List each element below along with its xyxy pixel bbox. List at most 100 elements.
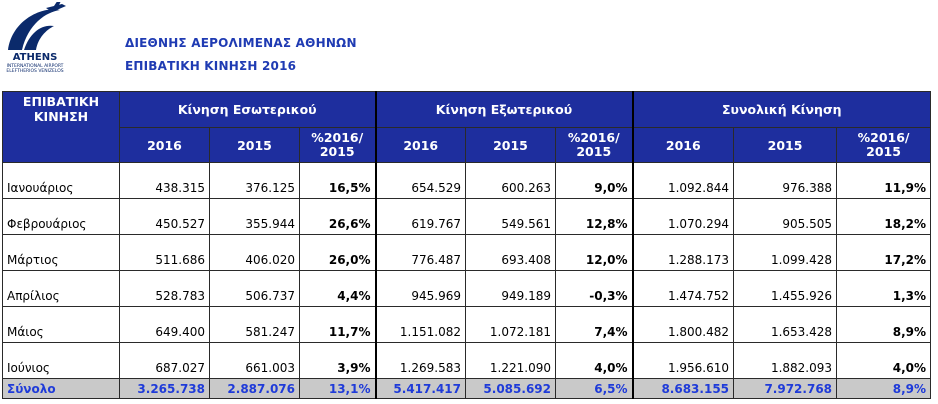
pct-cell: 3,9%	[299, 342, 376, 379]
value-cell: 376.125	[209, 162, 300, 199]
value-cell: 355.944	[209, 198, 300, 235]
value-cell: 1.882.093	[733, 342, 838, 379]
month-cell: Ιούνιος	[2, 342, 120, 379]
pct-line1: %2016/	[567, 130, 620, 145]
value-cell: 1.070.294	[631, 198, 735, 235]
col-2016: 2016	[374, 127, 466, 163]
col-2015: 2015	[209, 127, 300, 163]
value-cell: 654.529	[374, 162, 466, 199]
airplane-swoosh-icon	[8, 2, 66, 50]
pct-line2: 2015	[576, 144, 612, 159]
month-cell: Ιανουάριος	[2, 162, 120, 199]
value-cell: 1.221.090	[465, 342, 556, 379]
table-row: Ιανουάριος 438.315 376.125 16,5% 654.529…	[2, 162, 932, 199]
pct-cell: 4,0%	[836, 342, 932, 379]
month-cell: Μάιος	[2, 306, 120, 343]
passenger-traffic-table: ΕΠΙΒΑΤΙΚΗ ΚΙΝΗΣΗ Κίνηση Εσωτερικού Κίνησ…	[2, 91, 932, 399]
total-cell: 7.972.768	[733, 378, 838, 399]
col-2015: 2015	[733, 127, 838, 163]
domestic-group-header: Κίνηση Εσωτερικού	[119, 91, 376, 128]
total-cell: 5.085.692	[465, 378, 556, 399]
col-pct: %2016/2015	[299, 127, 376, 163]
pct-line1: %2016/	[857, 130, 910, 145]
value-cell: 528.783	[119, 270, 210, 307]
group-header-row: ΕΠΙΒΑΤΙΚΗ ΚΙΝΗΣΗ Κίνηση Εσωτερικού Κίνησ…	[2, 91, 932, 163]
logo-subtitle-line2: ELEFTHERIOS VENIZELOS	[6, 69, 64, 74]
table-row: Φεβρουάριος 450.527 355.944 26,6% 619.76…	[2, 198, 932, 235]
logo-subtitle: INTERNATIONAL AIRPORT ELEFTHERIOS VENIZE…	[2, 64, 68, 74]
value-cell: 511.686	[119, 234, 210, 271]
value-cell: 905.505	[733, 198, 838, 235]
pct-cell: 9,0%	[554, 162, 634, 199]
value-cell: 1.099.428	[733, 234, 838, 271]
table-row: Απρίλιος 528.783 506.737 4,4% 945.969 94…	[2, 270, 932, 307]
value-cell: 1.092.844	[631, 162, 735, 199]
pct-cell: -0,3%	[554, 270, 634, 307]
value-cell: 581.247	[209, 306, 300, 343]
value-cell: 600.263	[465, 162, 556, 199]
value-cell: 976.388	[733, 162, 838, 199]
total-pct-cell: 13,1%	[299, 378, 376, 399]
total-pct-cell: 8,9%	[836, 378, 932, 399]
value-cell: 438.315	[119, 162, 210, 199]
value-cell: 776.487	[374, 234, 466, 271]
total-cell: 5.417.417	[374, 378, 466, 399]
month-cell: Φεβρουάριος	[2, 198, 120, 235]
pct-cell: 4,0%	[554, 342, 634, 379]
pct-cell: 26,0%	[299, 234, 376, 271]
pct-cell: 12,8%	[554, 198, 634, 235]
value-cell: 945.969	[374, 270, 466, 307]
page-title: ΔΙΕΘΝΗΣ ΑΕΡΟΛΙΜΕΝΑΣ ΑΘΗΝΩΝ	[125, 36, 357, 50]
pct-line1: %2016/	[311, 130, 364, 145]
pct-cell: 1,3%	[836, 270, 932, 307]
athens-airport-logo: ATHENS INTERNATIONAL AIRPORT ELEFTHERIOS…	[2, 2, 68, 76]
total-cell: 8.683.155	[631, 378, 735, 399]
col-2015: 2015	[465, 127, 556, 163]
pct-cell: 11,9%	[836, 162, 932, 199]
pct-cell: 11,7%	[299, 306, 376, 343]
month-cell: Απρίλιος	[2, 270, 120, 307]
value-cell: 687.027	[119, 342, 210, 379]
value-cell: 1.151.082	[374, 306, 466, 343]
pct-cell: 8,9%	[836, 306, 932, 343]
value-cell: 1.455.926	[733, 270, 838, 307]
pct-cell: 12,0%	[554, 234, 634, 271]
month-cell: Μάρτιος	[2, 234, 120, 271]
value-cell: 450.527	[119, 198, 210, 235]
corner-header: ΕΠΙΒΑΤΙΚΗ ΚΙΝΗΣΗ	[2, 91, 120, 163]
total-row: Σύνολο 3.265.738 2.887.076 13,1% 5.417.4…	[2, 378, 932, 399]
value-cell: 661.003	[209, 342, 300, 379]
value-cell: 1.474.752	[631, 270, 735, 307]
logo-subtitle-line1: INTERNATIONAL AIRPORT	[6, 64, 64, 69]
value-cell: 1.288.173	[631, 234, 735, 271]
total-group-header: Συνολική Κίνηση	[631, 91, 932, 128]
pct-cell: 4,4%	[299, 270, 376, 307]
page-subtitle: ΕΠΙΒΑΤΙΚΗ ΚΙΝΗΣΗ 2016	[125, 59, 297, 73]
pct-cell: 17,2%	[836, 234, 932, 271]
col-2016: 2016	[119, 127, 210, 163]
col-pct: %2016/2015	[836, 127, 932, 163]
sub-header-row: 2016 2015 %2016/2015 2016 2015 %2016/201…	[3, 127, 932, 163]
total-pct-cell: 6,5%	[554, 378, 634, 399]
pct-cell: 7,4%	[554, 306, 634, 343]
pct-line2: 2015	[866, 144, 901, 159]
logo-name: ATHENS	[12, 52, 58, 63]
value-cell: 1.800.482	[631, 306, 735, 343]
value-cell: 506.737	[209, 270, 300, 307]
value-cell: 949.189	[465, 270, 556, 307]
value-cell: 549.561	[465, 198, 556, 235]
total-cell: 3.265.738	[119, 378, 210, 399]
table-row: Μάρτιος 511.686 406.020 26,0% 776.487 69…	[2, 234, 932, 271]
international-group-header: Κίνηση Εξωτερικού	[374, 91, 634, 128]
value-cell: 1.072.181	[465, 306, 556, 343]
value-cell: 693.408	[465, 234, 556, 271]
value-cell: 649.400	[119, 306, 210, 343]
col-pct: %2016/2015	[554, 127, 634, 163]
value-cell: 619.767	[374, 198, 466, 235]
value-cell: 406.020	[209, 234, 300, 271]
total-cell: 2.887.076	[209, 378, 300, 399]
table-row: Μάιος 649.400 581.247 11,7% 1.151.082 1.…	[2, 306, 932, 343]
pct-cell: 16,5%	[299, 162, 376, 199]
value-cell: 1.269.583	[374, 342, 466, 379]
col-2016: 2016	[631, 127, 735, 163]
